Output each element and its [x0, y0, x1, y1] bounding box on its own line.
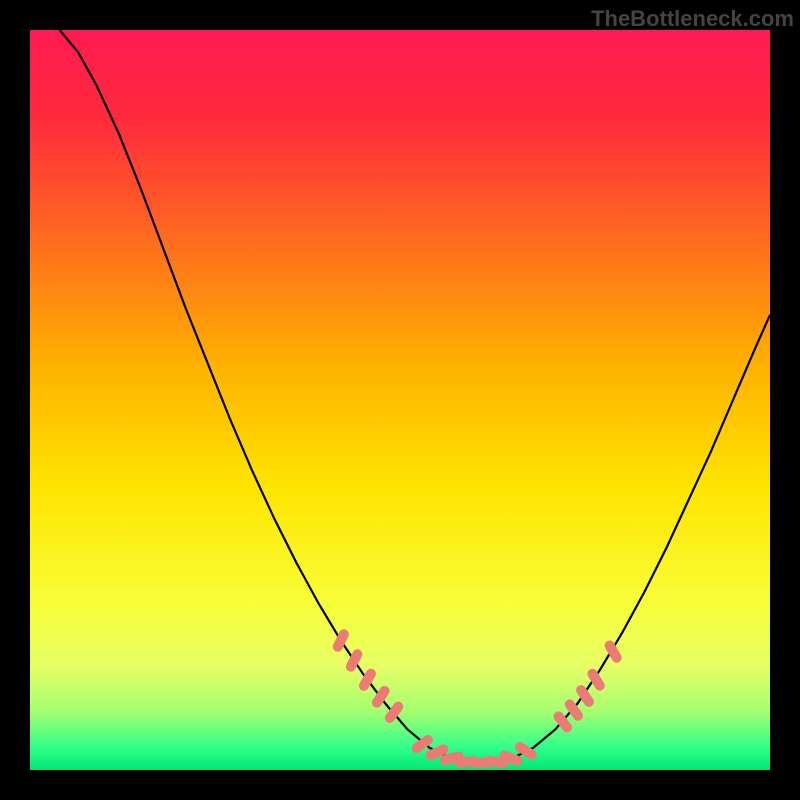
watermark-text: TheBottleneck.com — [591, 6, 794, 32]
plot-background — [30, 30, 770, 770]
bottleneck-chart: TheBottleneck.com — [0, 0, 800, 800]
chart-svg — [0, 0, 800, 800]
